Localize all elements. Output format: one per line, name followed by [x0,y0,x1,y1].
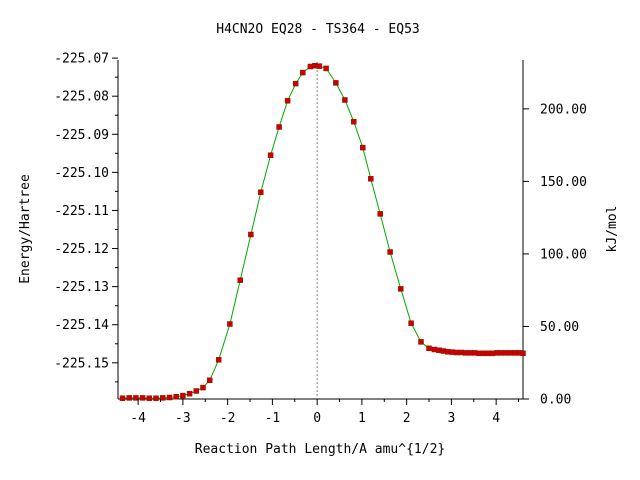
data-point [426,345,432,352]
y-tick-label: -225.14 [54,318,109,333]
x-axis-label: Reaction Path Length/A amu^{1/2} [195,442,445,457]
data-point [360,144,366,151]
data-point [377,211,383,217]
x-tick-label: 2 [403,411,411,426]
y2-tick-label: 50.00 [540,320,579,335]
data-point [227,321,233,327]
data-point [215,357,222,363]
data-point [418,339,424,345]
data-point [133,395,139,401]
data-point [323,65,329,72]
y-tick-label: -225.15 [54,356,109,371]
y2-axis-label: kJ/mol [605,206,620,253]
y-tick-label: -225.09 [54,128,109,143]
data-point [126,395,132,401]
x-tick-label: 0 [313,411,321,426]
data-point [267,152,274,158]
data-point [333,80,339,86]
x-tick-label: 4 [492,411,500,426]
data-point [200,384,206,391]
data-point [248,231,254,238]
data-point [146,395,153,401]
data-point [316,63,323,69]
data-point [160,395,166,401]
data-point [276,124,282,130]
x-tick-label: 1 [358,411,366,426]
y2-tick-label: 200.00 [540,102,587,117]
x-tick-label: -2 [220,411,236,426]
ticks-group: -4 -3 -2 -1 0 1 2 3 4 -225.07 -225.08 -225.09 -225.1… [54,52,587,426]
data-point [180,392,186,399]
data-point [398,286,404,292]
y-tick-label: -225.12 [54,242,109,257]
y-tick-label: -225.10 [54,166,109,181]
x-tick-label: -1 [265,411,281,426]
data-point [387,249,393,255]
data-point [186,390,193,397]
axes [117,60,524,400]
y2-tick-label: 100.00 [540,247,587,262]
data-point [166,394,173,401]
data-point [342,97,348,103]
y2-tick-label: 150.00 [540,175,587,190]
x-tick-label: -3 [175,411,191,426]
data-point [284,98,291,104]
x-tick-label: -4 [130,411,146,426]
data-point [173,393,179,400]
y-tick-label: -225.11 [54,204,109,219]
y2-tick-label: 0.00 [540,393,571,408]
series-group [119,62,526,401]
data-point [237,277,243,283]
data-point [258,189,264,195]
data-point [408,320,414,326]
data-point [368,176,374,182]
data-point [206,377,213,384]
chart-title: H4CN2O EQ28 - TS364 - EQ53 [216,22,420,37]
data-point [300,69,306,76]
data-point [193,388,200,394]
x-tick-label: 3 [447,411,455,426]
data-point [153,395,159,401]
data-point [292,80,299,87]
data-point [520,350,526,357]
y-tick-label: -225.08 [54,90,109,105]
y-axis-label: Energy/Hartree [18,174,33,284]
y-tick-label: -225.07 [54,52,109,67]
data-point [119,395,126,401]
y-tick-label: -225.13 [54,280,109,295]
data-point [351,118,357,125]
series-line [122,65,524,399]
data-point [139,395,146,401]
